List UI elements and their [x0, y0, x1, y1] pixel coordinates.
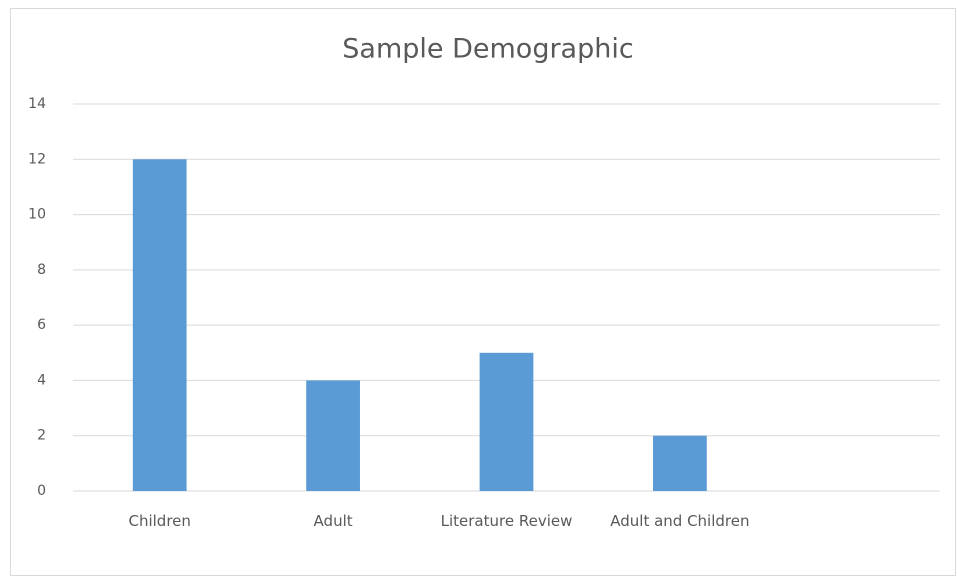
y-tick-label: 2: [37, 428, 46, 444]
y-tick-label: 8: [37, 262, 46, 278]
x-tick-label: Adult: [313, 512, 353, 530]
x-tick-label: Children: [128, 512, 191, 530]
y-tick-label: 12: [28, 151, 46, 167]
y-tick-label: 14: [28, 96, 46, 112]
y-tick-label: 6: [37, 317, 46, 333]
bar: [132, 159, 187, 492]
chart-title: Sample Demographic: [342, 34, 633, 65]
x-tick-label: Adult and Children: [610, 512, 750, 530]
x-tick-label: Literature Review: [440, 512, 573, 530]
bar: [306, 380, 360, 491]
y-tick-label: 10: [28, 207, 46, 223]
y-tick-label: 0: [37, 483, 46, 499]
y-tick-label: 4: [37, 372, 46, 388]
bar: [653, 435, 707, 491]
bar: [479, 352, 534, 491]
